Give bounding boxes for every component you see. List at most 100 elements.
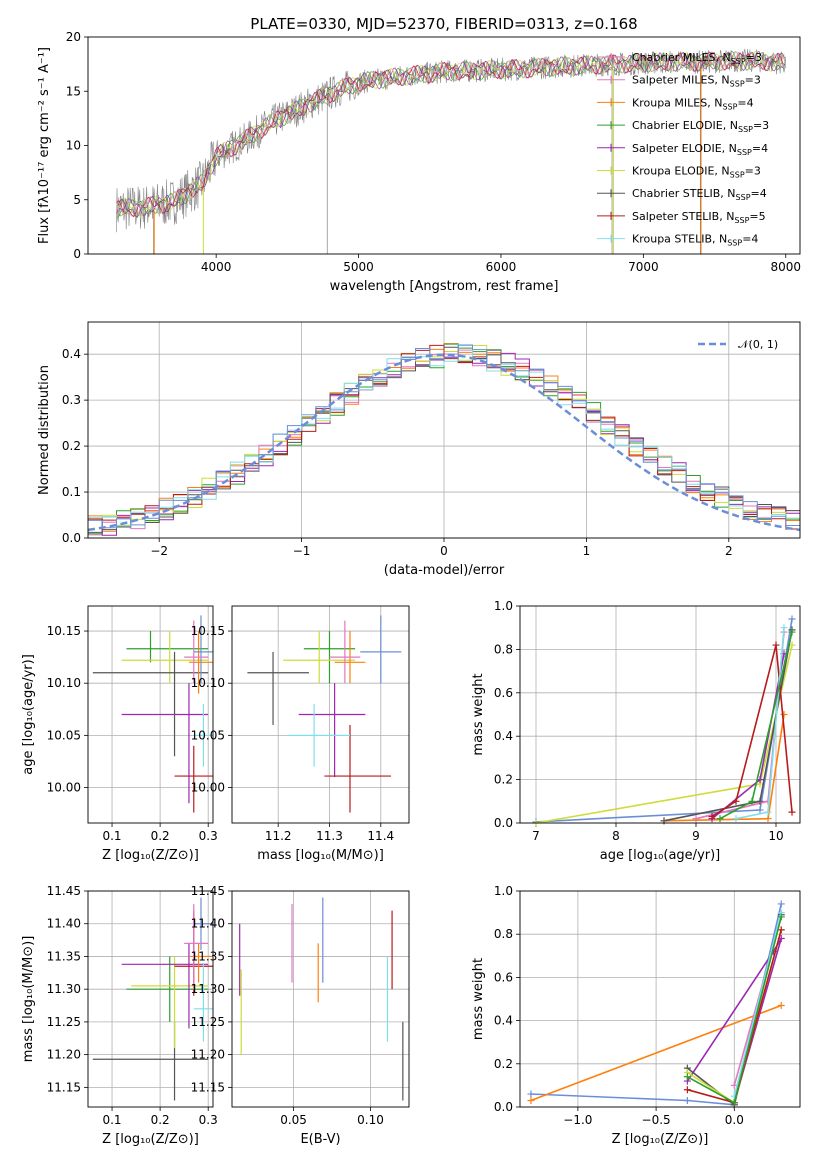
errorbar-point	[126, 956, 209, 1022]
y-tick-label: 5	[73, 193, 81, 207]
x-axis-label: Z [log₁₀(Z/Z⊙)]	[102, 848, 199, 863]
panel-mass-vs-z: 0.1 0.2 0.3 11.15 11.20 11.25 11.30 11.35 11.40 1…	[21, 884, 218, 1147]
weight-marker	[683, 1097, 691, 1105]
weight-marker	[716, 815, 724, 823]
weight-series	[708, 641, 796, 820]
weight-marker	[788, 808, 796, 816]
x-axis-label: Z [log₁₀(Z/Z⊙)]	[612, 1132, 709, 1147]
normal-curve	[87, 353, 801, 532]
y-tick-label: 1.0	[494, 599, 513, 613]
y-tick-label: 10.15	[47, 624, 81, 638]
weight-series	[683, 913, 785, 1107]
panel-age-vs-mass: 11.2 11.3 11.4 10.00 10.05 10.10 10.15 mass [lo…	[191, 605, 410, 863]
plot-area	[527, 900, 785, 1109]
x-tick-label: 11.3	[316, 829, 343, 843]
errorbar-point	[324, 724, 392, 813]
x-tick-label: 0.05	[280, 1113, 307, 1127]
weight-marker	[764, 815, 772, 823]
weight-marker	[527, 1090, 535, 1098]
legend-label-suffix: =3	[745, 74, 761, 87]
y-axis-label: mass [log₁₀(M/M⊙)]	[21, 936, 36, 1063]
y-tick-label: 10	[66, 139, 81, 153]
legend-label-text: Chabrier STELIB, N	[632, 187, 736, 200]
legend-label-text: Kroupa ELODIE, N	[632, 165, 730, 178]
plot-area	[92, 897, 213, 1101]
y-tick-label: 11.20	[191, 1048, 225, 1062]
y-tick-label: 0.8	[494, 927, 513, 941]
x-tick-label: 0.3	[199, 1113, 218, 1127]
axes-frame	[87, 321, 801, 539]
x-axis-label: mass [log₁₀(M/M⊙)]	[257, 848, 384, 863]
y-tick-label: 11.30	[47, 982, 81, 996]
panel-age-vs-z: 0.1 0.2 0.3 10.00 10.05 10.10 10.15 Z [log₁₀(Z/…	[21, 605, 218, 863]
legend-label: Salpeter ELODIE, NSSP=4	[632, 142, 768, 157]
weight-marker	[788, 628, 796, 636]
legend-label: 𝒩(0, 1)	[738, 338, 778, 351]
panel-spectrum: 4000 5000 6000 7000 8000 0 5 10 15 20 wavelength […	[37, 15, 801, 294]
weight-line	[733, 912, 782, 1097]
weight-line	[530, 1004, 782, 1102]
y-tick-label: 11.15	[47, 1080, 81, 1094]
weight-marker	[777, 926, 785, 934]
y-tick-label: 11.20	[47, 1048, 81, 1062]
model-spectrum	[116, 51, 785, 217]
y-tick-label: 0.4	[62, 347, 81, 361]
y-tick-label: 0.0	[62, 531, 81, 545]
legend-label-sub: SSP	[730, 171, 745, 180]
y-tick-label: 0	[73, 247, 81, 261]
legend-label: Salpeter MILES, NSSP=3	[632, 74, 761, 89]
weight-marker	[748, 797, 756, 805]
y-axis-label: age [log₁₀(age/yr)]	[21, 654, 36, 775]
legend-label-suffix: =4	[751, 187, 767, 200]
y-tick-label: 11.15	[191, 1080, 225, 1094]
plot-area	[92, 615, 213, 813]
errorbar-point	[298, 683, 366, 778]
y-tick-label: 10.05	[191, 728, 225, 742]
plot-area	[87, 343, 801, 536]
weight-marker	[780, 624, 788, 632]
y-tick-label: 11.30	[191, 982, 225, 996]
y-tick-label: 11.35	[47, 949, 81, 963]
x-tick-label: 5000	[343, 260, 374, 274]
x-tick-label: 0.2	[151, 1113, 170, 1127]
y-tick-label: 0.4	[494, 729, 513, 743]
axes-frame	[519, 890, 801, 1108]
x-tick-label: 11.2	[265, 829, 292, 843]
weight-marker	[683, 1086, 691, 1094]
y-tick-label: 10.05	[47, 728, 81, 742]
weight-marker	[780, 711, 788, 718]
legend-label-text: Salpeter MILES, N	[632, 74, 730, 87]
y-tick-label: 15	[66, 84, 81, 98]
x-tick-label: 6000	[486, 260, 517, 274]
weight-marker	[683, 1073, 691, 1081]
x-tick-label: 0.10	[357, 1113, 384, 1127]
legend-label-sub: SSP	[737, 148, 752, 157]
model-spectrum	[116, 50, 785, 218]
axes-frame	[87, 36, 801, 255]
errorbar-point	[174, 745, 213, 813]
y-axis-label: mass weight	[471, 958, 486, 1040]
errorbar-point	[288, 704, 350, 767]
legend-label-sub: SSP	[734, 216, 749, 225]
plot-area	[116, 48, 787, 254]
axes-frame	[87, 890, 214, 1108]
panel-massweight-vs-age: 7 8 9 10 0.0 0.2 0.4 0.6 0.8 1.0 age [log₁₀(age/yr…	[471, 599, 801, 863]
x-axis-label: (data-model)/error	[384, 563, 505, 578]
histogram-series	[88, 344, 800, 527]
y-tick-label: 11.45	[47, 884, 81, 898]
y-tick-label: 0.0	[494, 1100, 513, 1114]
y-tick-label: 0.6	[494, 970, 513, 984]
axes-frame	[231, 605, 410, 824]
axes-frame	[231, 890, 410, 1108]
legend-label-suffix: =3	[753, 119, 769, 132]
y-tick-label: 0.3	[62, 393, 81, 407]
weight-marker	[708, 812, 716, 820]
weight-marker	[777, 1001, 785, 1009]
x-tick-label: 0.1	[102, 829, 121, 843]
x-tick-label: 0.3	[199, 829, 218, 843]
panel-massweight-vs-z: −1.0 −0.5 0.0 0.0 0.2 0.4 0.6 0.8 1.0 Z [log₁₀(Z/…	[471, 884, 801, 1147]
x-tick-label: 0.1	[102, 1113, 121, 1127]
legend-label-suffix: =4	[742, 233, 758, 246]
y-axis-label: Flux [fλ10⁻¹⁷ erg cm⁻² s⁻¹ A⁻¹]	[37, 47, 52, 244]
